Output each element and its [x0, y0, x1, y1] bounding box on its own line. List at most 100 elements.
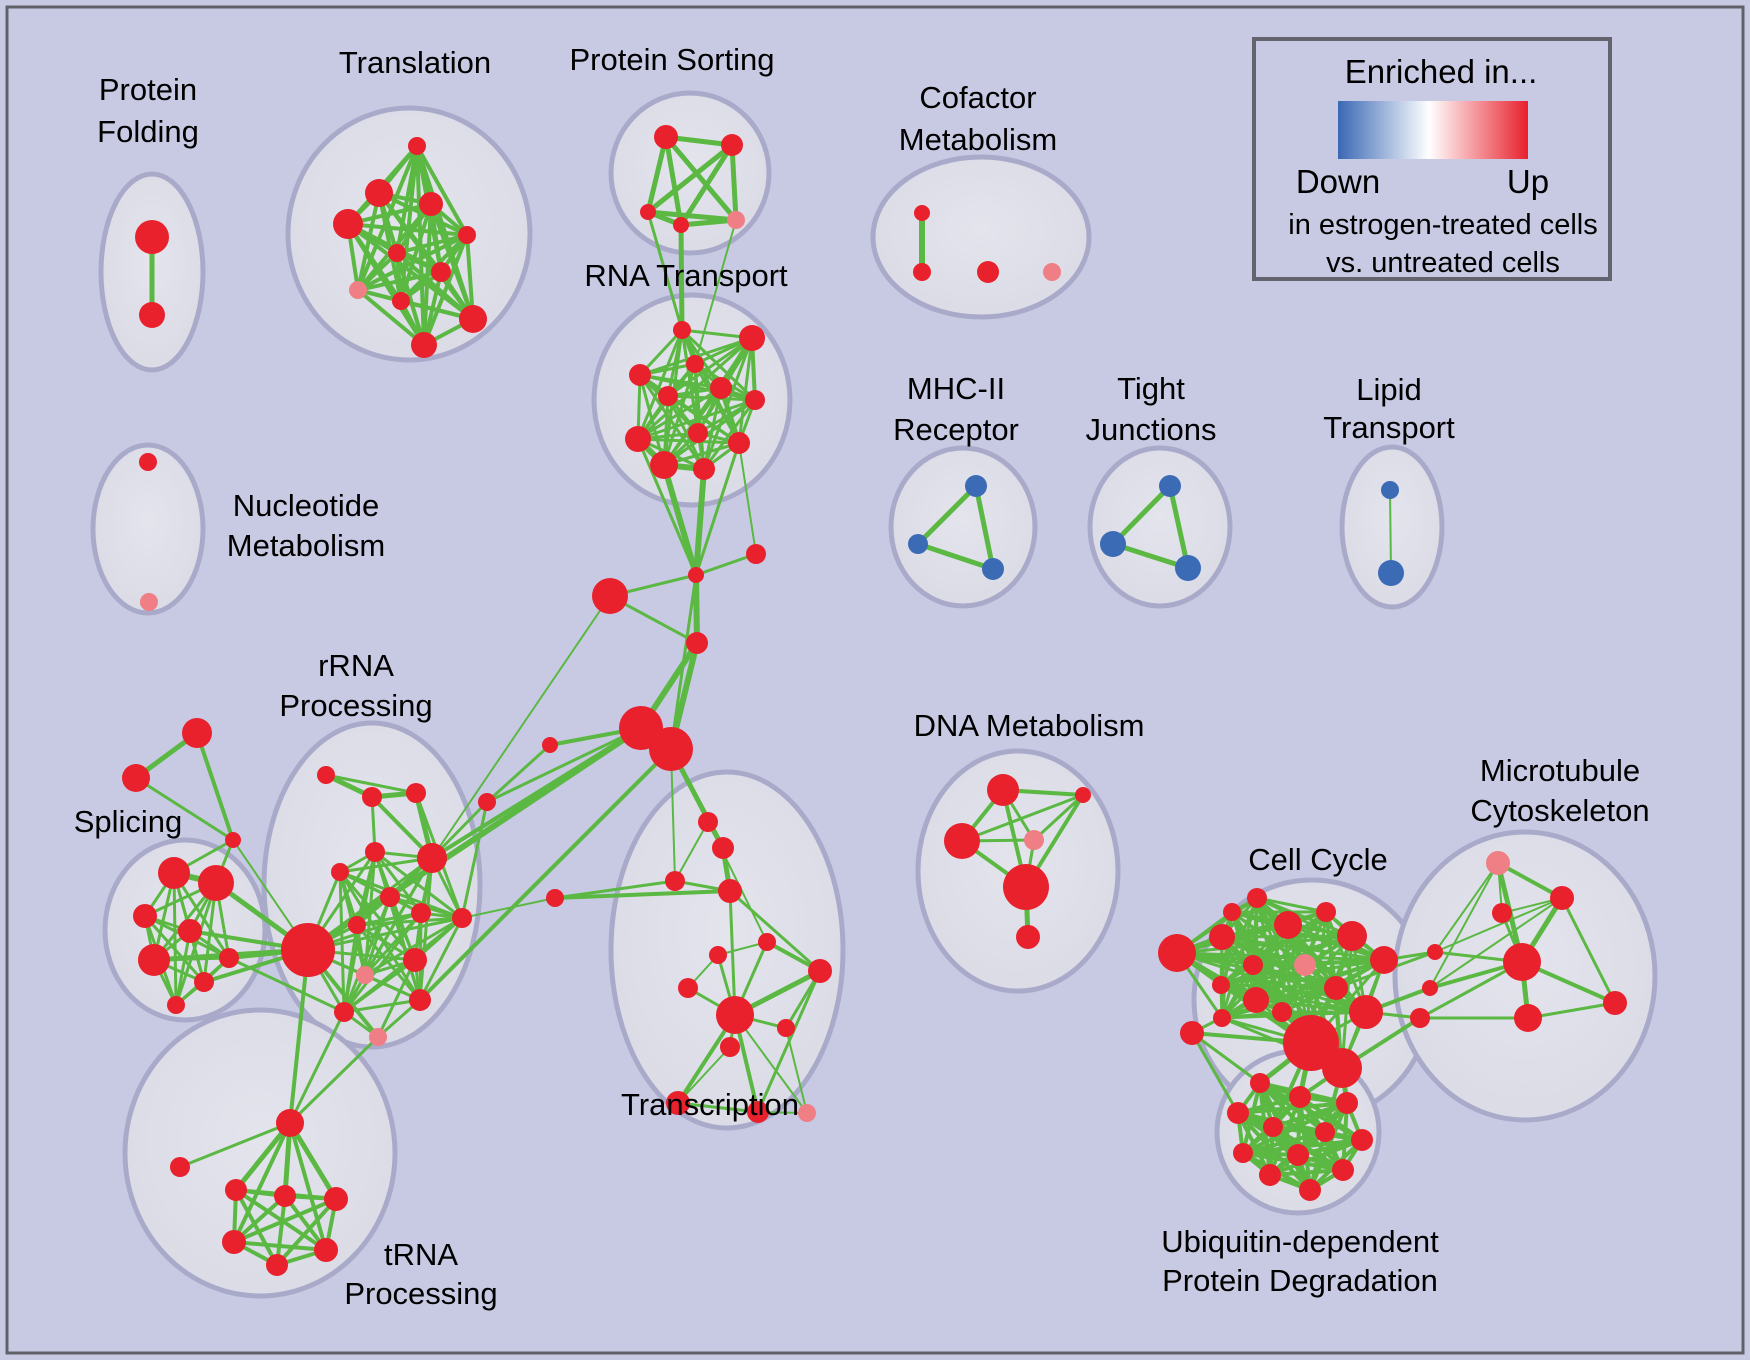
network-edge — [915, 483, 979, 547]
network-edge — [1255, 896, 1328, 914]
network-node-t2 — [365, 179, 393, 207]
legend-box — [1252, 37, 1612, 281]
network-node-q5 — [331, 863, 349, 881]
cluster-label-trna-processing: tRNA — [384, 1237, 458, 1272]
network-node-t9 — [392, 292, 410, 310]
network-edge — [677, 1046, 731, 1104]
network-edge — [702, 386, 723, 471]
network-edge — [1220, 1010, 1368, 1020]
network-node-n2 — [140, 593, 158, 611]
network-node-cc8 — [1243, 955, 1263, 975]
network-node-na — [1427, 944, 1443, 960]
network-edge — [702, 398, 757, 471]
network-edge — [666, 394, 757, 402]
network-node-c3 — [977, 261, 999, 283]
network-node-r11 — [650, 451, 678, 479]
network-node-p3 — [640, 204, 656, 220]
network-nodes-layer — [122, 125, 1627, 1276]
network-edge — [288, 1010, 346, 1125]
network-node-m4 — [686, 632, 708, 654]
network-node-s7 — [194, 972, 214, 992]
cluster-label-transcription: Transcription — [621, 1087, 799, 1122]
network-edge — [973, 483, 996, 572]
network-edge — [645, 209, 739, 223]
network-node-q6 — [417, 843, 447, 873]
network-edge — [172, 871, 178, 1007]
network-edge — [275, 1194, 287, 1267]
network-node-q2 — [362, 787, 382, 807]
network-edge — [785, 1027, 808, 1114]
network-node-d6 — [1016, 925, 1040, 949]
network-edge — [431, 595, 611, 859]
network-node-xl — [546, 889, 564, 907]
network-node-t5 — [458, 226, 476, 244]
network-edge — [638, 373, 757, 402]
network-node-h2 — [649, 727, 693, 771]
network-edge — [461, 897, 556, 919]
cluster-ellipse-cofactor-metabolism — [870, 154, 1092, 320]
network-edge — [422, 233, 469, 347]
network-edge — [1434, 897, 1563, 953]
network-edge — [174, 929, 192, 1007]
network-node-cc6 — [1337, 921, 1367, 951]
network-node-g1 — [276, 1109, 304, 1137]
network-edge — [418, 916, 464, 1002]
network-node-t6 — [388, 244, 406, 262]
network-node-s1 — [158, 857, 190, 889]
network-node-b3 — [225, 832, 241, 848]
network-node-p5 — [727, 211, 745, 229]
network-edge — [227, 956, 346, 1014]
cluster-label-cell-cycle: Cell Cycle — [1248, 842, 1388, 877]
cluster-label-lipid-transport: Lipid — [1356, 372, 1422, 407]
network-node-mt4 — [1503, 943, 1541, 981]
network-edge — [338, 856, 434, 874]
network-node-x12 — [666, 1091, 690, 1115]
legend-caption-line2: vs. untreated cells — [1326, 247, 1560, 279]
network-node-n1 — [139, 453, 157, 471]
network-edge — [134, 776, 235, 842]
network-node-cc1 — [1223, 903, 1241, 921]
network-edge — [663, 134, 739, 223]
cluster-ellipse-lipid-transport — [1339, 444, 1445, 610]
network-node-x9 — [716, 996, 754, 1034]
network-node-x10 — [777, 1019, 795, 1037]
cluster-ellipse-nucleotide-metabolism — [90, 442, 206, 616]
network-edge — [678, 142, 735, 228]
network-node-nb — [1422, 980, 1438, 996]
network-node-cc9 — [1294, 954, 1316, 976]
network-edge — [1526, 1001, 1617, 1020]
network-node-pf2 — [139, 302, 165, 328]
network-node-x6 — [709, 946, 727, 964]
network-edge — [694, 219, 737, 365]
network-node-x13 — [747, 1101, 769, 1123]
legend-down-label: Down — [1296, 163, 1380, 200]
network-node-t11 — [411, 332, 437, 358]
network-edge — [676, 1101, 760, 1114]
network-edge — [729, 142, 739, 223]
network-node-x14 — [798, 1104, 816, 1122]
network-edge — [415, 144, 469, 237]
network-edge — [429, 202, 475, 321]
legend-gradient-bar — [1338, 101, 1528, 159]
network-node-cc5 — [1316, 902, 1336, 922]
network-edge — [738, 442, 757, 555]
network-node-x7 — [808, 959, 832, 983]
network-edge — [663, 134, 684, 228]
network-node-q3 — [406, 783, 426, 803]
network-node-x8 — [678, 978, 698, 998]
network-edge — [636, 386, 723, 441]
network-node-q1 — [317, 766, 335, 784]
network-node-cc11 — [1243, 987, 1269, 1013]
network-node-t8 — [349, 281, 367, 299]
network-node-q12 — [369, 1028, 387, 1046]
network-node-d2 — [1075, 787, 1091, 803]
network-node-a2 — [908, 534, 928, 554]
network-edge — [728, 889, 822, 973]
network-node-g2 — [225, 1179, 247, 1201]
cluster-label-ubiquitin-dependent-protein-degradation: Ubiquitin-dependent — [1161, 1224, 1439, 1259]
network-node-mt5 — [1514, 1004, 1542, 1032]
network-node-g3 — [274, 1185, 296, 1207]
network-edge — [1219, 934, 1354, 987]
network-node-d1 — [987, 774, 1019, 806]
network-edge — [1190, 1031, 1262, 1085]
